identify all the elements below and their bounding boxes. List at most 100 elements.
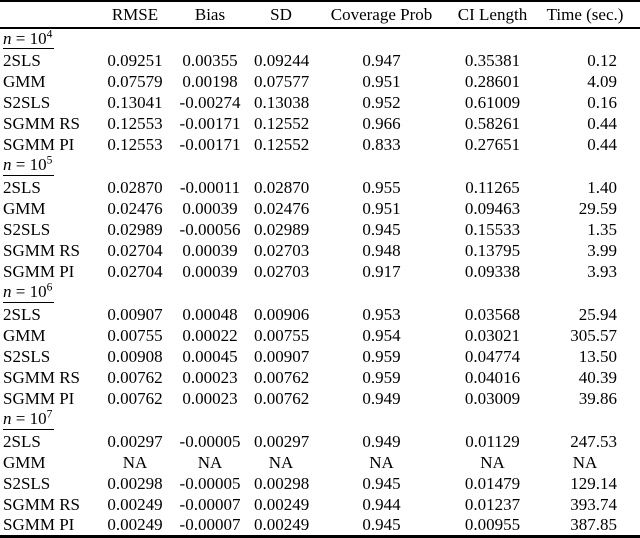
cell-ci-length: 0.03568 xyxy=(464,304,521,324)
cell-bias: -0.00171 xyxy=(179,134,241,154)
column-header-time: Time (sec.) xyxy=(530,1,640,29)
cell-bias: -0.00005 xyxy=(179,474,241,493)
cell-sd: NA xyxy=(268,452,294,472)
section-label-row: n = 106 xyxy=(0,282,640,304)
cell-time: 1.40 xyxy=(587,177,617,197)
cell-rmse: 0.07579 xyxy=(107,71,163,91)
table-row: GMM 0.07579 0.00198 0.07577 0.951 0.2860… xyxy=(0,71,640,92)
cell-rmse: 0.02989 xyxy=(107,219,163,239)
cell-sd: 0.07577 xyxy=(254,71,310,91)
cell-time: 387.85 xyxy=(570,515,617,535)
cell-rmse: 0.00298 xyxy=(107,474,163,493)
row-method-label: 2SLS xyxy=(3,177,41,197)
cell-time: 305.57 xyxy=(570,325,617,345)
table-row: S2SLS 0.00298 -0.00005 0.00298 0.945 0.0… xyxy=(0,473,640,494)
cell-rmse: 0.02870 xyxy=(107,177,163,197)
row-method-label: GMM xyxy=(3,452,46,472)
table-row: 2SLS 0.00907 0.00048 0.00906 0.953 0.035… xyxy=(0,304,640,325)
cell-ci-length: 0.09463 xyxy=(464,198,521,218)
cell-bias: 0.00039 xyxy=(182,240,238,260)
cell-ci-length: 0.01237 xyxy=(464,495,521,515)
cell-time: NA xyxy=(572,452,598,472)
row-method-label: GMM xyxy=(3,198,46,218)
cell-bias: 0.00048 xyxy=(182,304,238,324)
cell-sd: 0.12552 xyxy=(254,134,310,154)
cell-sd: 0.02870 xyxy=(254,177,310,197)
section-label-row: n = 104 xyxy=(0,28,640,50)
cell-coverage-prob: 0.948 xyxy=(362,240,401,260)
cell-sd: 0.00906 xyxy=(254,304,310,324)
cell-coverage-prob: 0.949 xyxy=(362,388,401,408)
cell-bias: 0.00023 xyxy=(182,367,238,387)
cell-ci-length: 0.13795 xyxy=(464,240,521,260)
cell-ci-length: 0.04774 xyxy=(464,346,521,366)
cell-coverage-prob: 0.917 xyxy=(362,261,401,281)
cell-bias: 0.00039 xyxy=(182,261,238,281)
row-method-label: 2SLS xyxy=(3,50,41,70)
cell-coverage-prob: 0.947 xyxy=(362,50,401,70)
cell-ci-length: 0.03021 xyxy=(464,325,521,345)
cell-bias: -0.00005 xyxy=(179,431,241,451)
cell-rmse: 0.00908 xyxy=(107,346,163,366)
cell-sd: 0.00297 xyxy=(254,431,310,451)
sample-size-section: n = 106 2SLS 0.00907 0.00048 0.00906 0.9… xyxy=(0,282,640,409)
cell-coverage-prob: 0.944 xyxy=(362,495,401,515)
cell-sd: 0.13038 xyxy=(254,92,310,112)
cell-bias: 0.00023 xyxy=(182,388,238,408)
table-row: SGMM PI 0.00762 0.00023 0.00762 0.949 0.… xyxy=(0,388,640,409)
exponent: 6 xyxy=(46,281,53,294)
n-variable: n xyxy=(3,155,12,175)
cell-ci-length: 0.03009 xyxy=(464,388,521,408)
cell-time: 129.14 xyxy=(570,474,617,493)
column-header-coverage-prob: Coverage Prob xyxy=(308,1,455,29)
table-row: S2SLS 0.02989 -0.00056 0.02989 0.945 0.1… xyxy=(0,219,640,240)
cell-time: 39.86 xyxy=(578,388,617,408)
cell-bias: -0.00011 xyxy=(179,177,241,197)
cell-rmse: 0.00762 xyxy=(107,367,163,387)
cell-rmse: 0.00249 xyxy=(107,495,163,515)
cell-coverage-prob: 0.966 xyxy=(362,113,401,133)
cell-time: 0.44 xyxy=(587,134,617,154)
sample-size-section: n = 104 2SLS 0.09251 0.00355 0.09244 0.9… xyxy=(0,28,640,155)
cell-rmse: 0.00755 xyxy=(107,325,163,345)
cell-coverage-prob: 0.959 xyxy=(362,367,401,387)
table-header: RMSE Bias SD Coverage Prob CI Length Tim… xyxy=(0,1,640,29)
cell-rmse: 0.13041 xyxy=(107,92,163,112)
cell-sd: 0.00249 xyxy=(254,495,310,515)
cell-sd: 0.00755 xyxy=(254,325,310,345)
cell-time: 4.09 xyxy=(587,71,617,91)
cell-rmse: 0.02476 xyxy=(107,198,163,218)
cell-time: 247.53 xyxy=(570,431,617,451)
row-method-label: S2SLS xyxy=(3,92,51,112)
sample-size-formula: n = 107 xyxy=(3,408,55,431)
cell-rmse: NA xyxy=(122,452,148,472)
cell-rmse: 0.00297 xyxy=(107,431,163,451)
table-row: 2SLS 0.02870 -0.00011 0.02870 0.955 0.11… xyxy=(0,177,640,198)
section-label: n = 105 xyxy=(0,155,640,177)
table-row: GMM 0.02476 0.00039 0.02476 0.951 0.0946… xyxy=(0,198,640,219)
cell-sd: 0.02989 xyxy=(254,219,310,239)
cell-time: 13.50 xyxy=(578,346,617,366)
cell-bias: -0.00007 xyxy=(179,515,241,535)
cell-ci-length: 0.35381 xyxy=(464,50,521,70)
row-method-label: SGMM PI xyxy=(3,388,75,408)
cell-sd: 0.00298 xyxy=(254,474,310,493)
section-label: n = 106 xyxy=(0,282,640,304)
row-method-label: SGMM PI xyxy=(3,261,75,281)
cell-bias: 0.00022 xyxy=(182,325,238,345)
cell-rmse: 0.09251 xyxy=(107,50,163,70)
row-method-label: SGMM RS xyxy=(3,495,81,515)
column-header-rmse: RMSE xyxy=(104,1,166,29)
exponent: 7 xyxy=(46,408,53,421)
equals-ten: = 10 xyxy=(11,409,47,429)
cell-rmse: 0.12553 xyxy=(107,113,163,133)
cell-coverage-prob: NA xyxy=(369,452,394,472)
cell-sd: 0.02703 xyxy=(254,261,310,281)
table-row: SGMM RS 0.12553 -0.00171 0.12552 0.966 0… xyxy=(0,113,640,134)
cell-time: 393.74 xyxy=(570,495,617,515)
row-method-label: GMM xyxy=(3,71,46,91)
sample-size-formula: n = 104 xyxy=(3,28,55,50)
cell-coverage-prob: 0.959 xyxy=(362,346,401,366)
cell-ci-length: 0.28601 xyxy=(464,71,521,91)
